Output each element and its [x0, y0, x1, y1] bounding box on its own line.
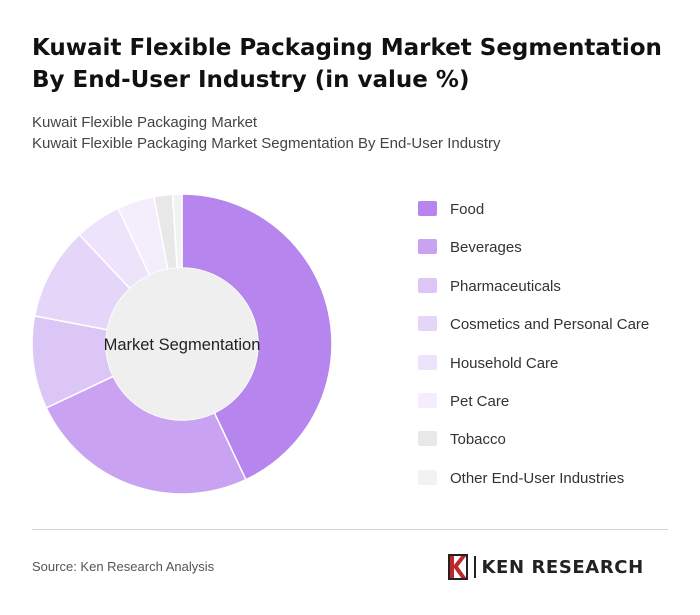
donut-center: [106, 268, 258, 420]
legend-swatch: [418, 201, 437, 217]
chart-legend: Food Beverages Pharmaceuticals Cosmetics an…: [418, 198, 688, 505]
logo-separator: [474, 556, 476, 578]
legend-swatch: [418, 469, 437, 485]
legend-swatch: [418, 239, 437, 255]
legend-label: Tobacco: [450, 431, 506, 449]
chart-subtitle-segmentation: Kuwait Flexible Packaging Market Segment…: [32, 135, 501, 152]
legend-item-pharmaceuticals[interactable]: Pharmaceuticals: [418, 275, 688, 313]
legend-swatch: [418, 354, 437, 370]
legend-swatch: [418, 392, 437, 408]
legend-swatch: [418, 277, 437, 293]
legend-item-cosmetics-and-personal-care[interactable]: Cosmetics and Personal Care: [418, 313, 688, 351]
legend-label: Other End-User Industries: [450, 469, 625, 487]
donut-center-label: Market Segmentation: [104, 336, 261, 354]
legend-label: Pet Care: [450, 392, 510, 410]
legend-swatch: [418, 316, 437, 332]
ken-research-k-logo-icon: [448, 554, 468, 580]
source-note: Source: Ken Research Analysis: [32, 559, 215, 574]
legend-label: Cosmetics and Personal Care: [450, 316, 650, 334]
legend-item-tobacco[interactable]: Tobacco: [418, 428, 688, 466]
legend-item-household-care[interactable]: Household Care: [418, 352, 688, 390]
chart-title: Kuwait Flexible Packaging Market Segment…: [32, 35, 662, 93]
legend-label: Pharmaceuticals: [450, 277, 561, 295]
footer-divider: [32, 529, 668, 530]
logo-text: KEN RESEARCH: [481, 556, 644, 578]
ken-research-logo: KEN RESEARCH: [447, 553, 644, 581]
legend-item-beverages[interactable]: Beverages: [418, 236, 688, 274]
legend-item-food[interactable]: Food: [418, 198, 688, 236]
legend-label: Food: [450, 201, 485, 218]
legend-swatch: [418, 431, 437, 447]
legend-item-pet-care[interactable]: Pet Care: [418, 390, 688, 428]
chart-subtitle-market: Kuwait Flexible Packaging Market: [32, 114, 258, 131]
legend-item-other-end-user-industries[interactable]: Other End-User Industries: [418, 467, 688, 505]
donut-chart: Market Segmentation: [31, 193, 333, 495]
legend-label: Household Care: [450, 354, 559, 372]
legend-label: Beverages: [450, 239, 522, 257]
